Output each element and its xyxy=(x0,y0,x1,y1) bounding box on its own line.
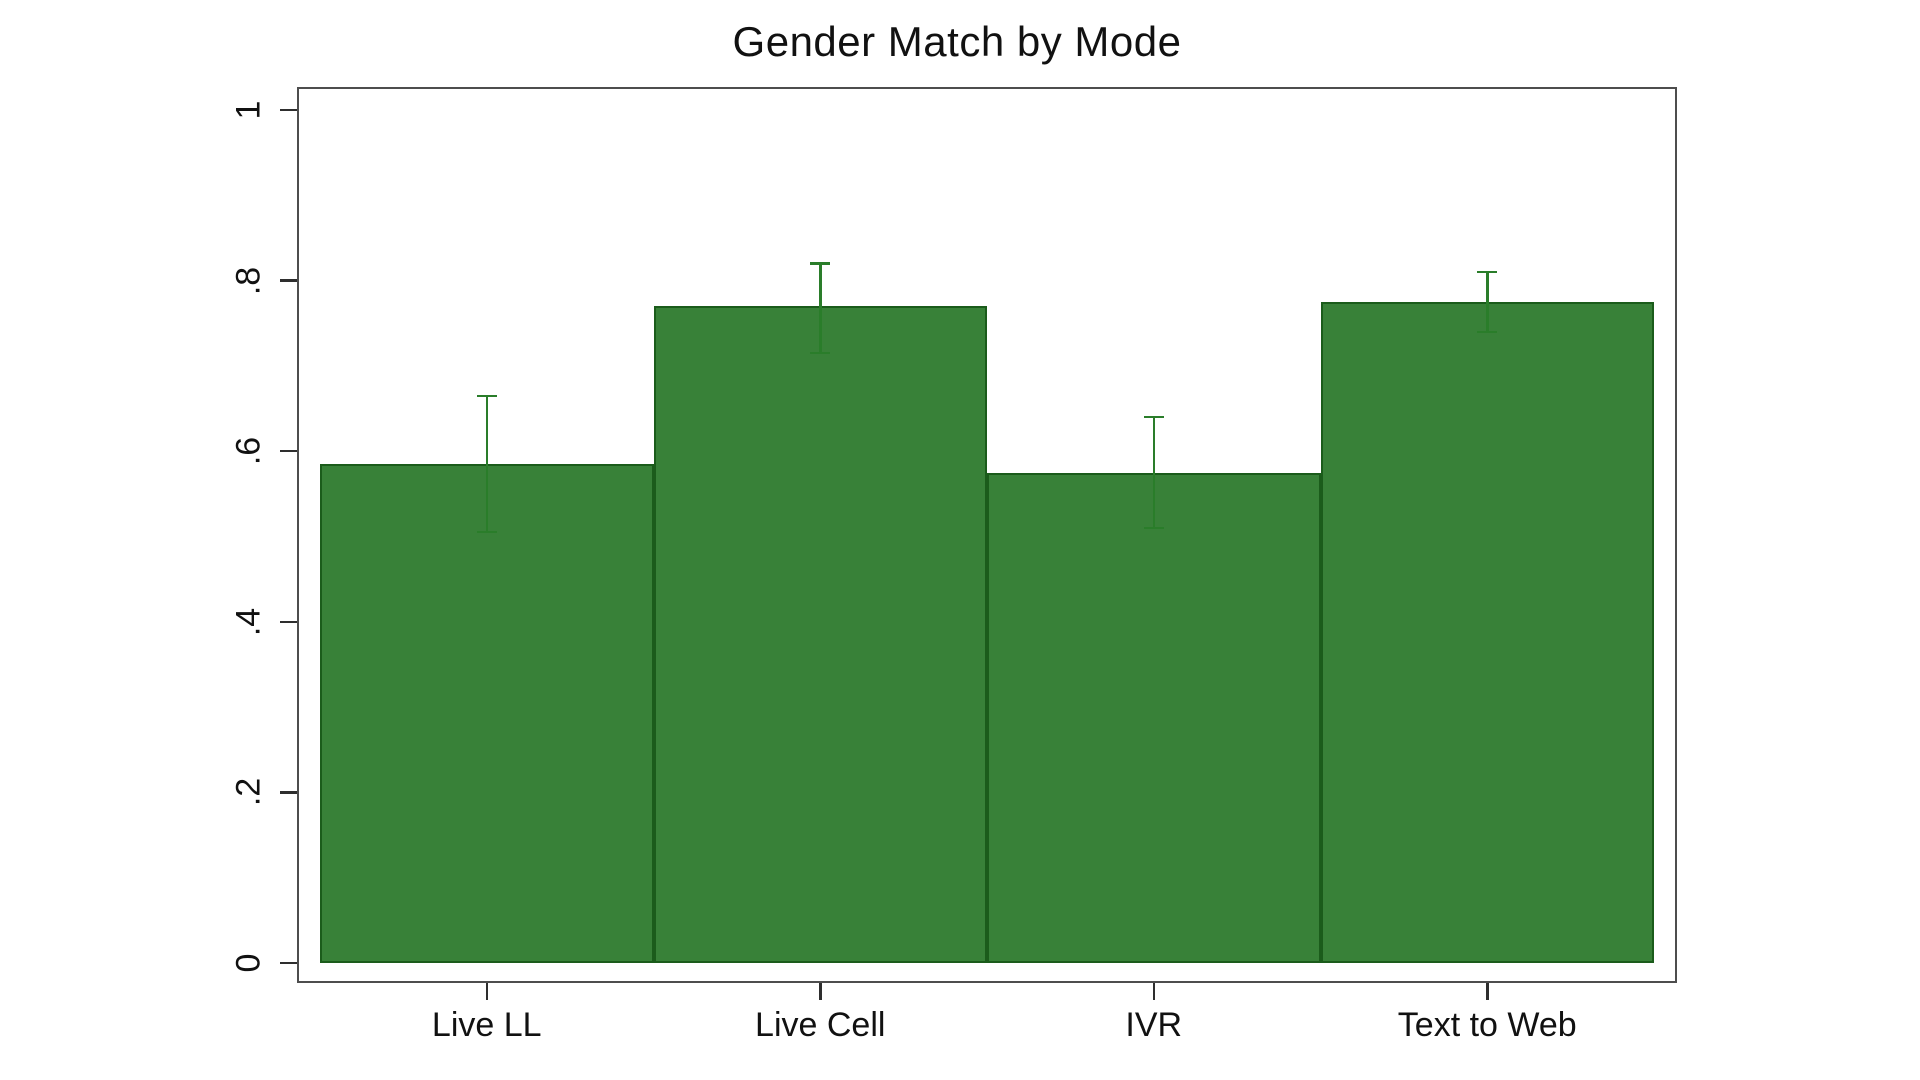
bar xyxy=(1320,301,1654,963)
y-tick xyxy=(280,620,297,624)
x-tick-label: Live Cell xyxy=(755,1006,886,1044)
error-bar-cap-bottom xyxy=(1477,330,1498,334)
error-bar-cap-bottom xyxy=(476,530,497,534)
x-tick-label: IVR xyxy=(1125,1006,1183,1044)
error-bar-cap-top xyxy=(1143,415,1164,419)
chart-title: Gender Match by Mode xyxy=(732,18,1182,65)
x-tick xyxy=(819,983,822,1000)
x-tick-label: Live LL xyxy=(431,1006,542,1044)
y-tick xyxy=(280,961,297,965)
y-tick-label: .4 xyxy=(229,607,268,636)
error-bar-cap-top xyxy=(1477,270,1498,274)
error-bar-cap-bottom xyxy=(810,351,831,355)
y-tick-label: .6 xyxy=(229,437,268,466)
y-tick xyxy=(280,279,297,282)
error-bar-line xyxy=(819,263,822,354)
bar xyxy=(320,463,654,963)
plot-frame xyxy=(297,87,1677,983)
y-tick xyxy=(280,449,297,453)
y-tick xyxy=(280,791,297,794)
error-bar-line xyxy=(1152,417,1155,528)
x-tick xyxy=(1486,983,1489,1000)
x-tick xyxy=(485,983,488,1000)
bar xyxy=(653,306,987,963)
bar xyxy=(987,472,1321,963)
error-bar-cap-bottom xyxy=(1143,526,1164,530)
error-bar-cap-top xyxy=(476,394,497,397)
x-tick-label: Text to Web xyxy=(1397,1006,1577,1044)
y-tick-label: 0 xyxy=(229,953,268,973)
error-bar-line xyxy=(485,395,488,533)
y-tick-label: 1 xyxy=(229,100,268,120)
y-tick-label: .2 xyxy=(229,778,268,807)
y-tick-label: .8 xyxy=(229,266,268,295)
x-tick xyxy=(1152,983,1155,1000)
y-tick xyxy=(280,108,297,112)
error-bar-line xyxy=(1486,272,1489,332)
error-bar-cap-top xyxy=(810,262,831,265)
